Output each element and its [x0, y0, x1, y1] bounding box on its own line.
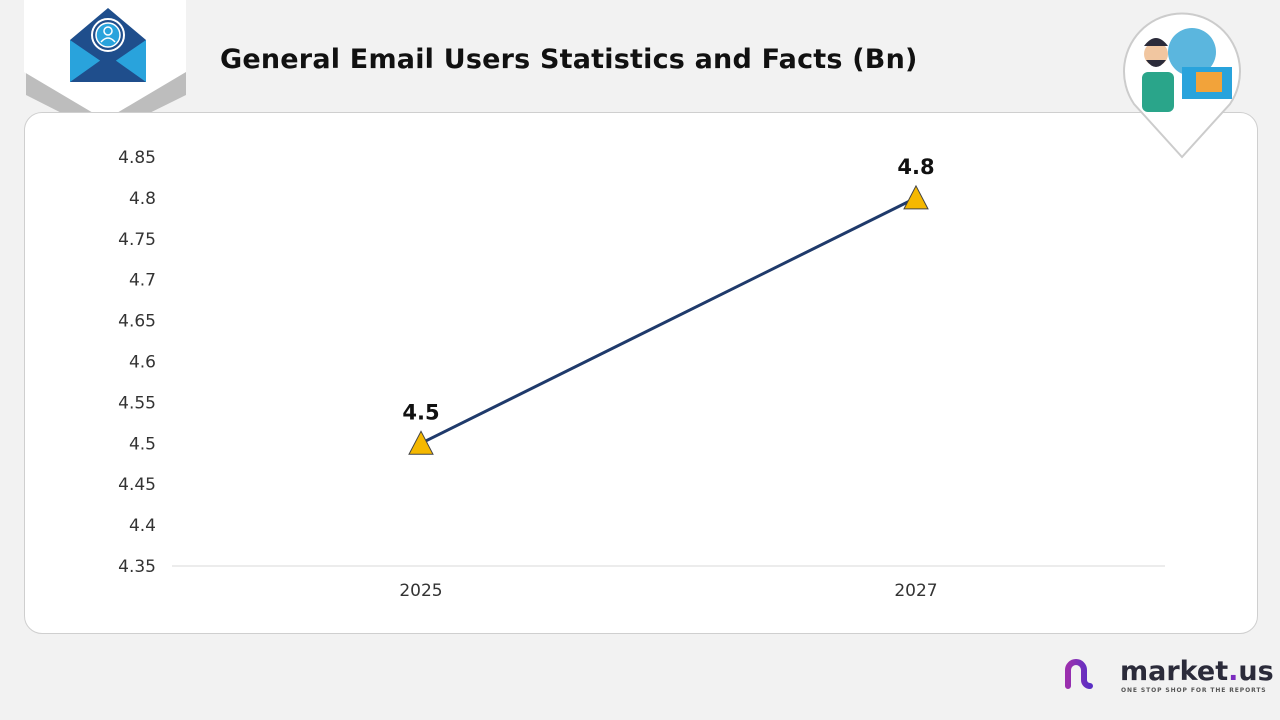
x-tick-label: 2025	[399, 581, 442, 601]
y-tick-label: 4.65	[118, 312, 156, 332]
data-point-marker	[903, 184, 929, 210]
y-tick-label: 4.45	[118, 475, 156, 495]
y-tick-label: 4.4	[129, 516, 156, 536]
series-line	[420, 196, 917, 445]
x-tick-label: 2027	[894, 581, 937, 601]
brand-name: market	[1120, 656, 1229, 687]
chart-card	[24, 112, 1258, 634]
y-tick-label: 4.55	[118, 393, 156, 413]
y-tick-label: 4.8	[129, 189, 156, 209]
y-tick-label: 4.7	[129, 271, 156, 291]
data-label: 4.8	[897, 155, 934, 179]
page-title: General Email Users Statistics and Facts…	[220, 44, 918, 75]
brand-dot: .	[1228, 656, 1239, 687]
person-with-email-icon	[1122, 12, 1242, 162]
brand-suffix: us	[1238, 656, 1274, 687]
y-tick-label: 4.6	[129, 353, 156, 373]
y-tick-label: 4.35	[118, 557, 156, 577]
email-user-icon	[70, 8, 146, 82]
market-us-logo-icon	[1065, 659, 1111, 689]
market-us-logo: market.us ONE STOP SHOP FOR THE REPORTS	[1062, 656, 1274, 696]
email-badge	[24, 0, 186, 135]
y-tick-label: 4.5	[129, 434, 156, 454]
brand-tagline: ONE STOP SHOP FOR THE REPORTS	[1121, 687, 1267, 694]
y-tick-label: 4.85	[118, 148, 156, 168]
data-point-marker	[408, 430, 434, 455]
y-tick-label: 4.75	[118, 230, 156, 250]
data-label: 4.5	[402, 400, 439, 424]
